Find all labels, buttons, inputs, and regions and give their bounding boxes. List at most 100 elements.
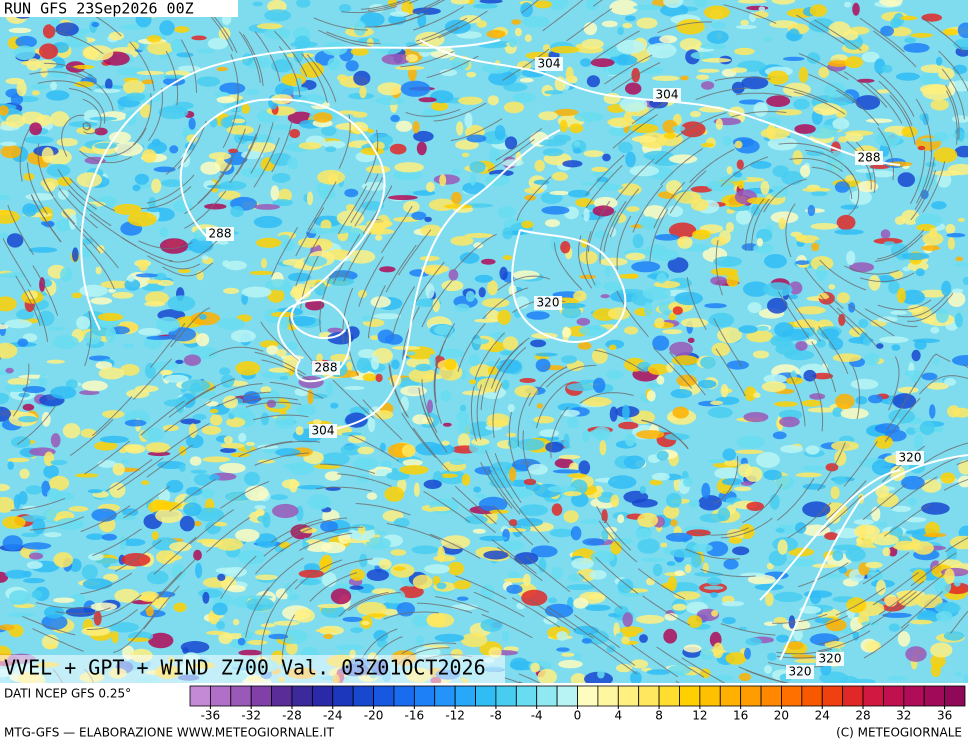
field-blob: [955, 313, 963, 328]
field-blob: [413, 575, 433, 589]
field-blob: [920, 73, 940, 85]
field-blob: [545, 442, 563, 453]
colorbar-box: [455, 686, 475, 706]
field-blob: [156, 317, 180, 332]
field-blob: [783, 83, 811, 97]
field-blob: [194, 521, 202, 526]
field-blob: [49, 476, 69, 491]
field-blob: [618, 422, 638, 430]
field-blob: [652, 76, 679, 81]
field-blob: [773, 432, 787, 440]
field-blob: [741, 481, 753, 486]
field-blob: [660, 543, 667, 548]
field-blob: [509, 38, 518, 47]
field-blob: [776, 635, 789, 643]
field-blob: [748, 302, 762, 313]
field-blob: [763, 470, 782, 480]
field-blob: [841, 408, 869, 419]
field-blob: [486, 30, 505, 39]
field-blob: [263, 512, 271, 528]
field-blob: [466, 291, 475, 302]
field-blob: [461, 633, 487, 647]
field-blob: [444, 204, 473, 209]
field-blob: [321, 542, 346, 553]
field-blob: [217, 96, 236, 103]
field-blob: [916, 268, 925, 276]
field-blob: [406, 54, 418, 62]
field-blob: [655, 318, 665, 329]
field-blob: [502, 631, 509, 642]
field-blob: [196, 333, 209, 346]
field-blob: [856, 537, 862, 545]
field-blob: [934, 147, 958, 162]
field-blob: [497, 310, 511, 325]
field-blob: [735, 450, 764, 454]
field-blob: [443, 423, 452, 427]
field-blob: [210, 409, 218, 413]
field-blob: [261, 258, 267, 268]
field-blob: [646, 244, 668, 256]
field-blob: [811, 243, 819, 252]
field-blob: [887, 676, 908, 681]
field-blob: [48, 326, 64, 331]
field-blob: [155, 508, 183, 523]
field-blob: [618, 54, 628, 64]
colorbar-label: 20: [774, 709, 789, 723]
field-blob: [846, 251, 855, 265]
field-blob: [8, 458, 30, 463]
field-blob: [891, 311, 907, 315]
field-blob: [779, 417, 800, 428]
field-blob: [47, 360, 65, 364]
field-blob: [166, 480, 183, 493]
field-blob: [566, 67, 574, 82]
colorbar-box: [781, 686, 801, 706]
field-blob: [135, 174, 149, 185]
field-blob: [795, 260, 809, 265]
field-blob: [956, 257, 964, 262]
field-blob: [583, 208, 589, 221]
field-blob: [687, 615, 702, 628]
field-blob: [27, 561, 43, 569]
field-blob: [655, 234, 680, 241]
field-blob: [567, 383, 596, 391]
field-blob: [267, 400, 276, 408]
field-blob: [528, 464, 548, 475]
field-blob: [224, 436, 233, 444]
field-blob: [344, 189, 358, 197]
field-blob: [868, 395, 883, 404]
field-blob: [331, 588, 351, 604]
field-blob: [426, 182, 435, 192]
field-blob: [721, 384, 729, 397]
field-blob: [390, 564, 414, 578]
field-blob: [407, 351, 415, 355]
field-blob: [630, 166, 660, 177]
field-blob: [696, 75, 709, 80]
field-blob: [195, 563, 202, 578]
field-blob: [264, 9, 291, 21]
field-blob: [573, 598, 588, 609]
field-blob: [346, 60, 359, 71]
field-blob: [102, 534, 117, 541]
field-blob: [653, 564, 663, 576]
field-blob: [235, 529, 260, 542]
field-blob: [883, 547, 891, 556]
field-blob: [737, 436, 765, 449]
field-blob: [51, 433, 61, 447]
field-blob: [173, 603, 186, 613]
field-blob: [497, 359, 522, 373]
field-blob: [138, 328, 161, 336]
field-blob: [593, 378, 605, 393]
field-blob: [672, 126, 685, 132]
field-blob: [217, 574, 225, 581]
field-blob: [108, 289, 116, 293]
field-blob: [530, 340, 546, 348]
field-blob: [376, 374, 383, 382]
contour-label: 320: [789, 665, 812, 679]
field-blob: [828, 284, 835, 290]
field-blob: [736, 210, 752, 225]
field-blob: [573, 148, 582, 154]
field-blob: [495, 125, 506, 140]
field-blob: [373, 630, 388, 641]
field-blob: [120, 536, 126, 550]
